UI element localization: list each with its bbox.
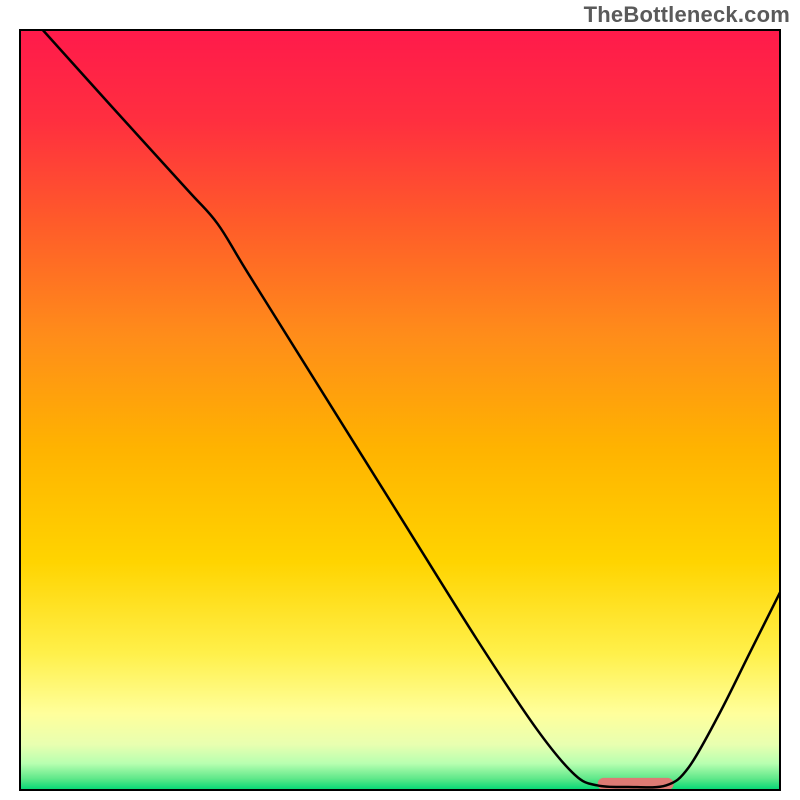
gradient-line-chart	[0, 0, 800, 800]
gradient-background	[20, 30, 780, 790]
chart-canvas: TheBottleneck.com	[0, 0, 800, 800]
watermark-text: TheBottleneck.com	[584, 2, 790, 28]
